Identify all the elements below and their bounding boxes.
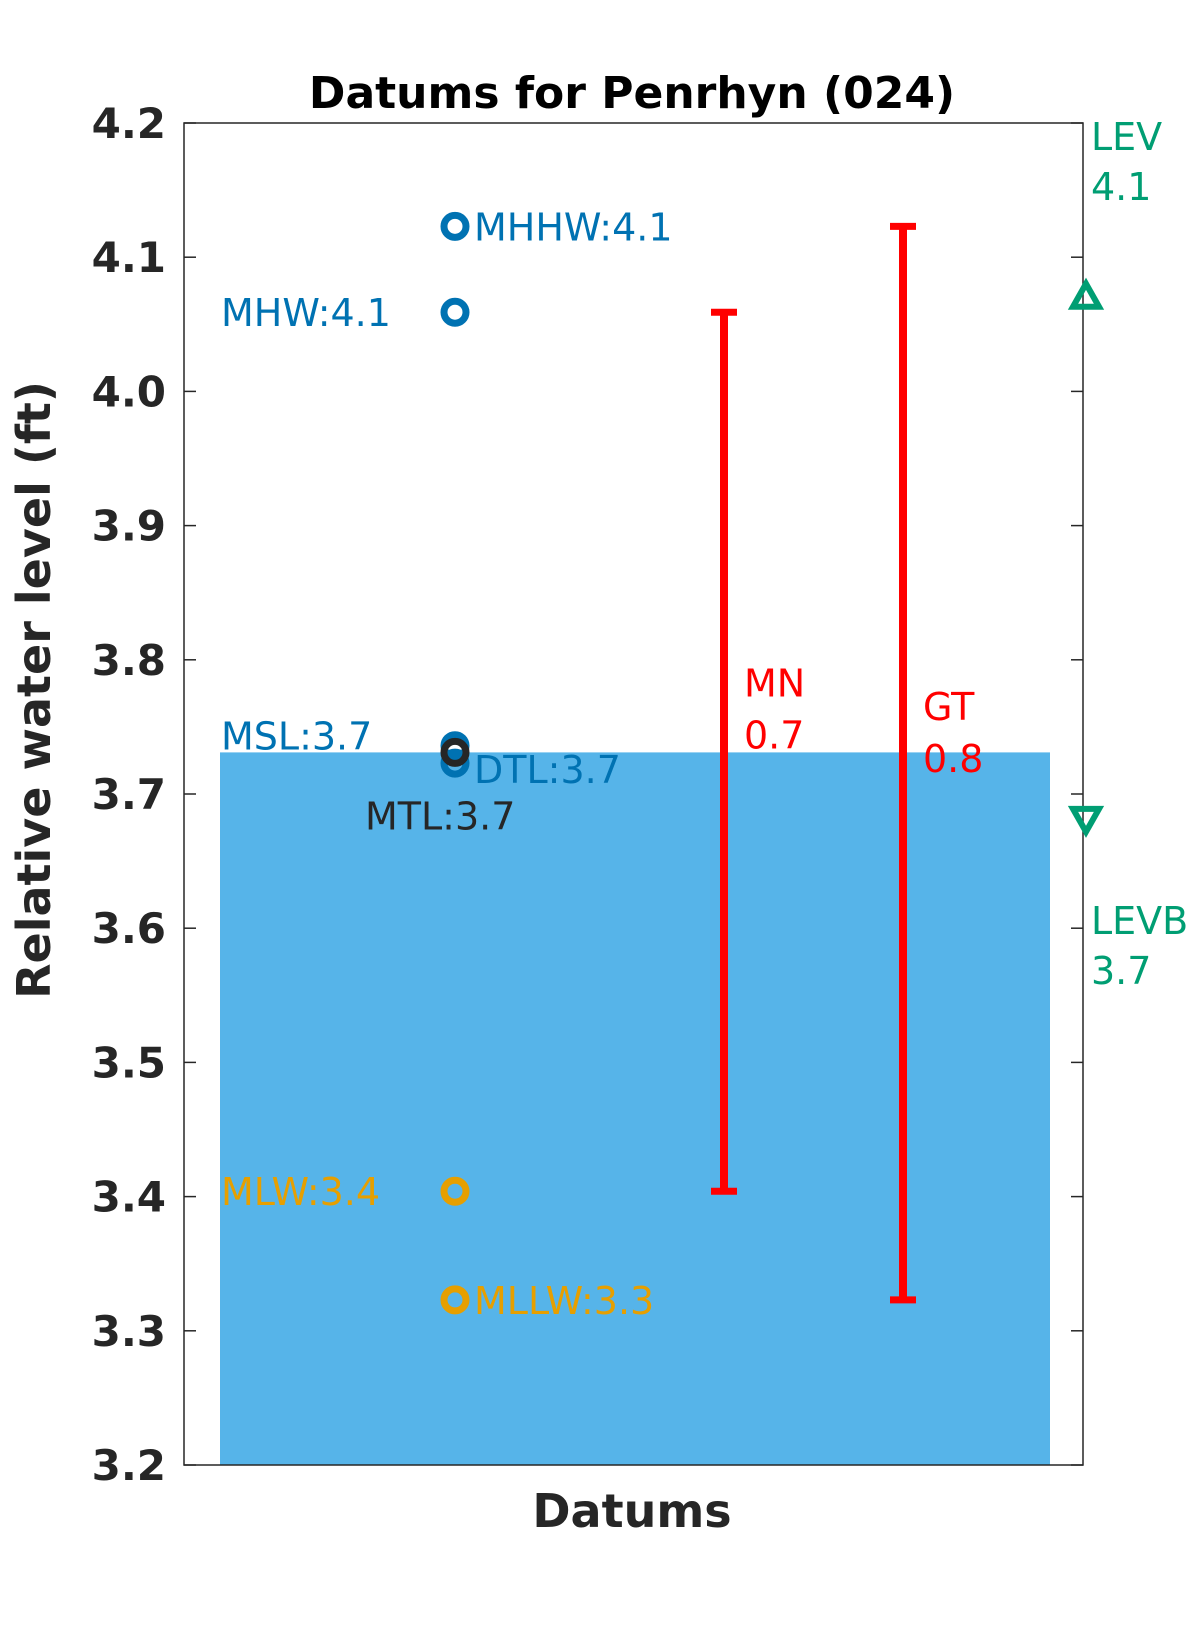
datum-label-mtl: MTL:3.7	[365, 794, 515, 838]
level-label-levb: LEVB	[1091, 899, 1188, 943]
datum-label-msl: MSL:3.7	[221, 715, 372, 759]
datum-label-mhhw: MHHW:4.1	[474, 205, 673, 249]
datum-marker-mhw	[440, 297, 470, 327]
y-tick-label: 3.4	[92, 1173, 166, 1222]
level-value-levb: 3.7	[1091, 949, 1151, 993]
y-tick-label: 3.2	[92, 1441, 166, 1490]
datum-marker-mtl	[440, 737, 470, 767]
level-marker-lev	[1067, 277, 1105, 310]
datum-marker-mhhw	[440, 211, 470, 241]
datum-label-mlw: MLW:3.4	[221, 1170, 380, 1214]
water-level-fill	[220, 752, 1050, 1465]
plot-area: 3.2 3.3 3.4 3.5 3.6 3.7 3.8 3.9 4.0 4.1 4.2 MN 0.7 GT…	[92, 99, 1189, 1490]
level-label-lev: LEV	[1091, 115, 1162, 159]
y-tick-label: 4.1	[92, 233, 166, 282]
y-tick-label: 3.5	[92, 1038, 166, 1087]
y-tick-label: 3.7	[92, 770, 166, 819]
y-tick-label: 4.2	[92, 99, 166, 148]
datum-marker-dtl	[440, 748, 470, 778]
y-tick-label: 3.9	[92, 502, 166, 551]
chart-title: Datums for Penrhyn (024)	[309, 68, 955, 119]
datum-marker-mlw	[440, 1176, 470, 1206]
y-tick-label: 4.0	[92, 367, 166, 416]
x-axis-label: Datums	[532, 1484, 731, 1538]
level-marker-levb	[1067, 805, 1105, 838]
range-value-mn: 0.7	[744, 714, 804, 758]
datum-label-mhw: MHW:4.1	[221, 291, 391, 335]
level-value-lev: 4.1	[1091, 165, 1151, 209]
datum-label-dtl: DTL:3.7	[474, 748, 621, 792]
datum-label-mllw: MLLW:3.3	[474, 1279, 654, 1323]
range-label-gt: GT	[923, 685, 975, 729]
datum-marker-mllw	[440, 1285, 470, 1315]
y-axis-label: Relative water level (ft)	[7, 381, 61, 999]
y-tick-label: 3.3	[92, 1307, 166, 1356]
range-value-gt: 0.8	[923, 737, 983, 781]
y-tick-label: 3.8	[92, 636, 166, 685]
range-label-mn: MN	[744, 662, 805, 706]
y-tick-label: 3.6	[92, 904, 166, 953]
